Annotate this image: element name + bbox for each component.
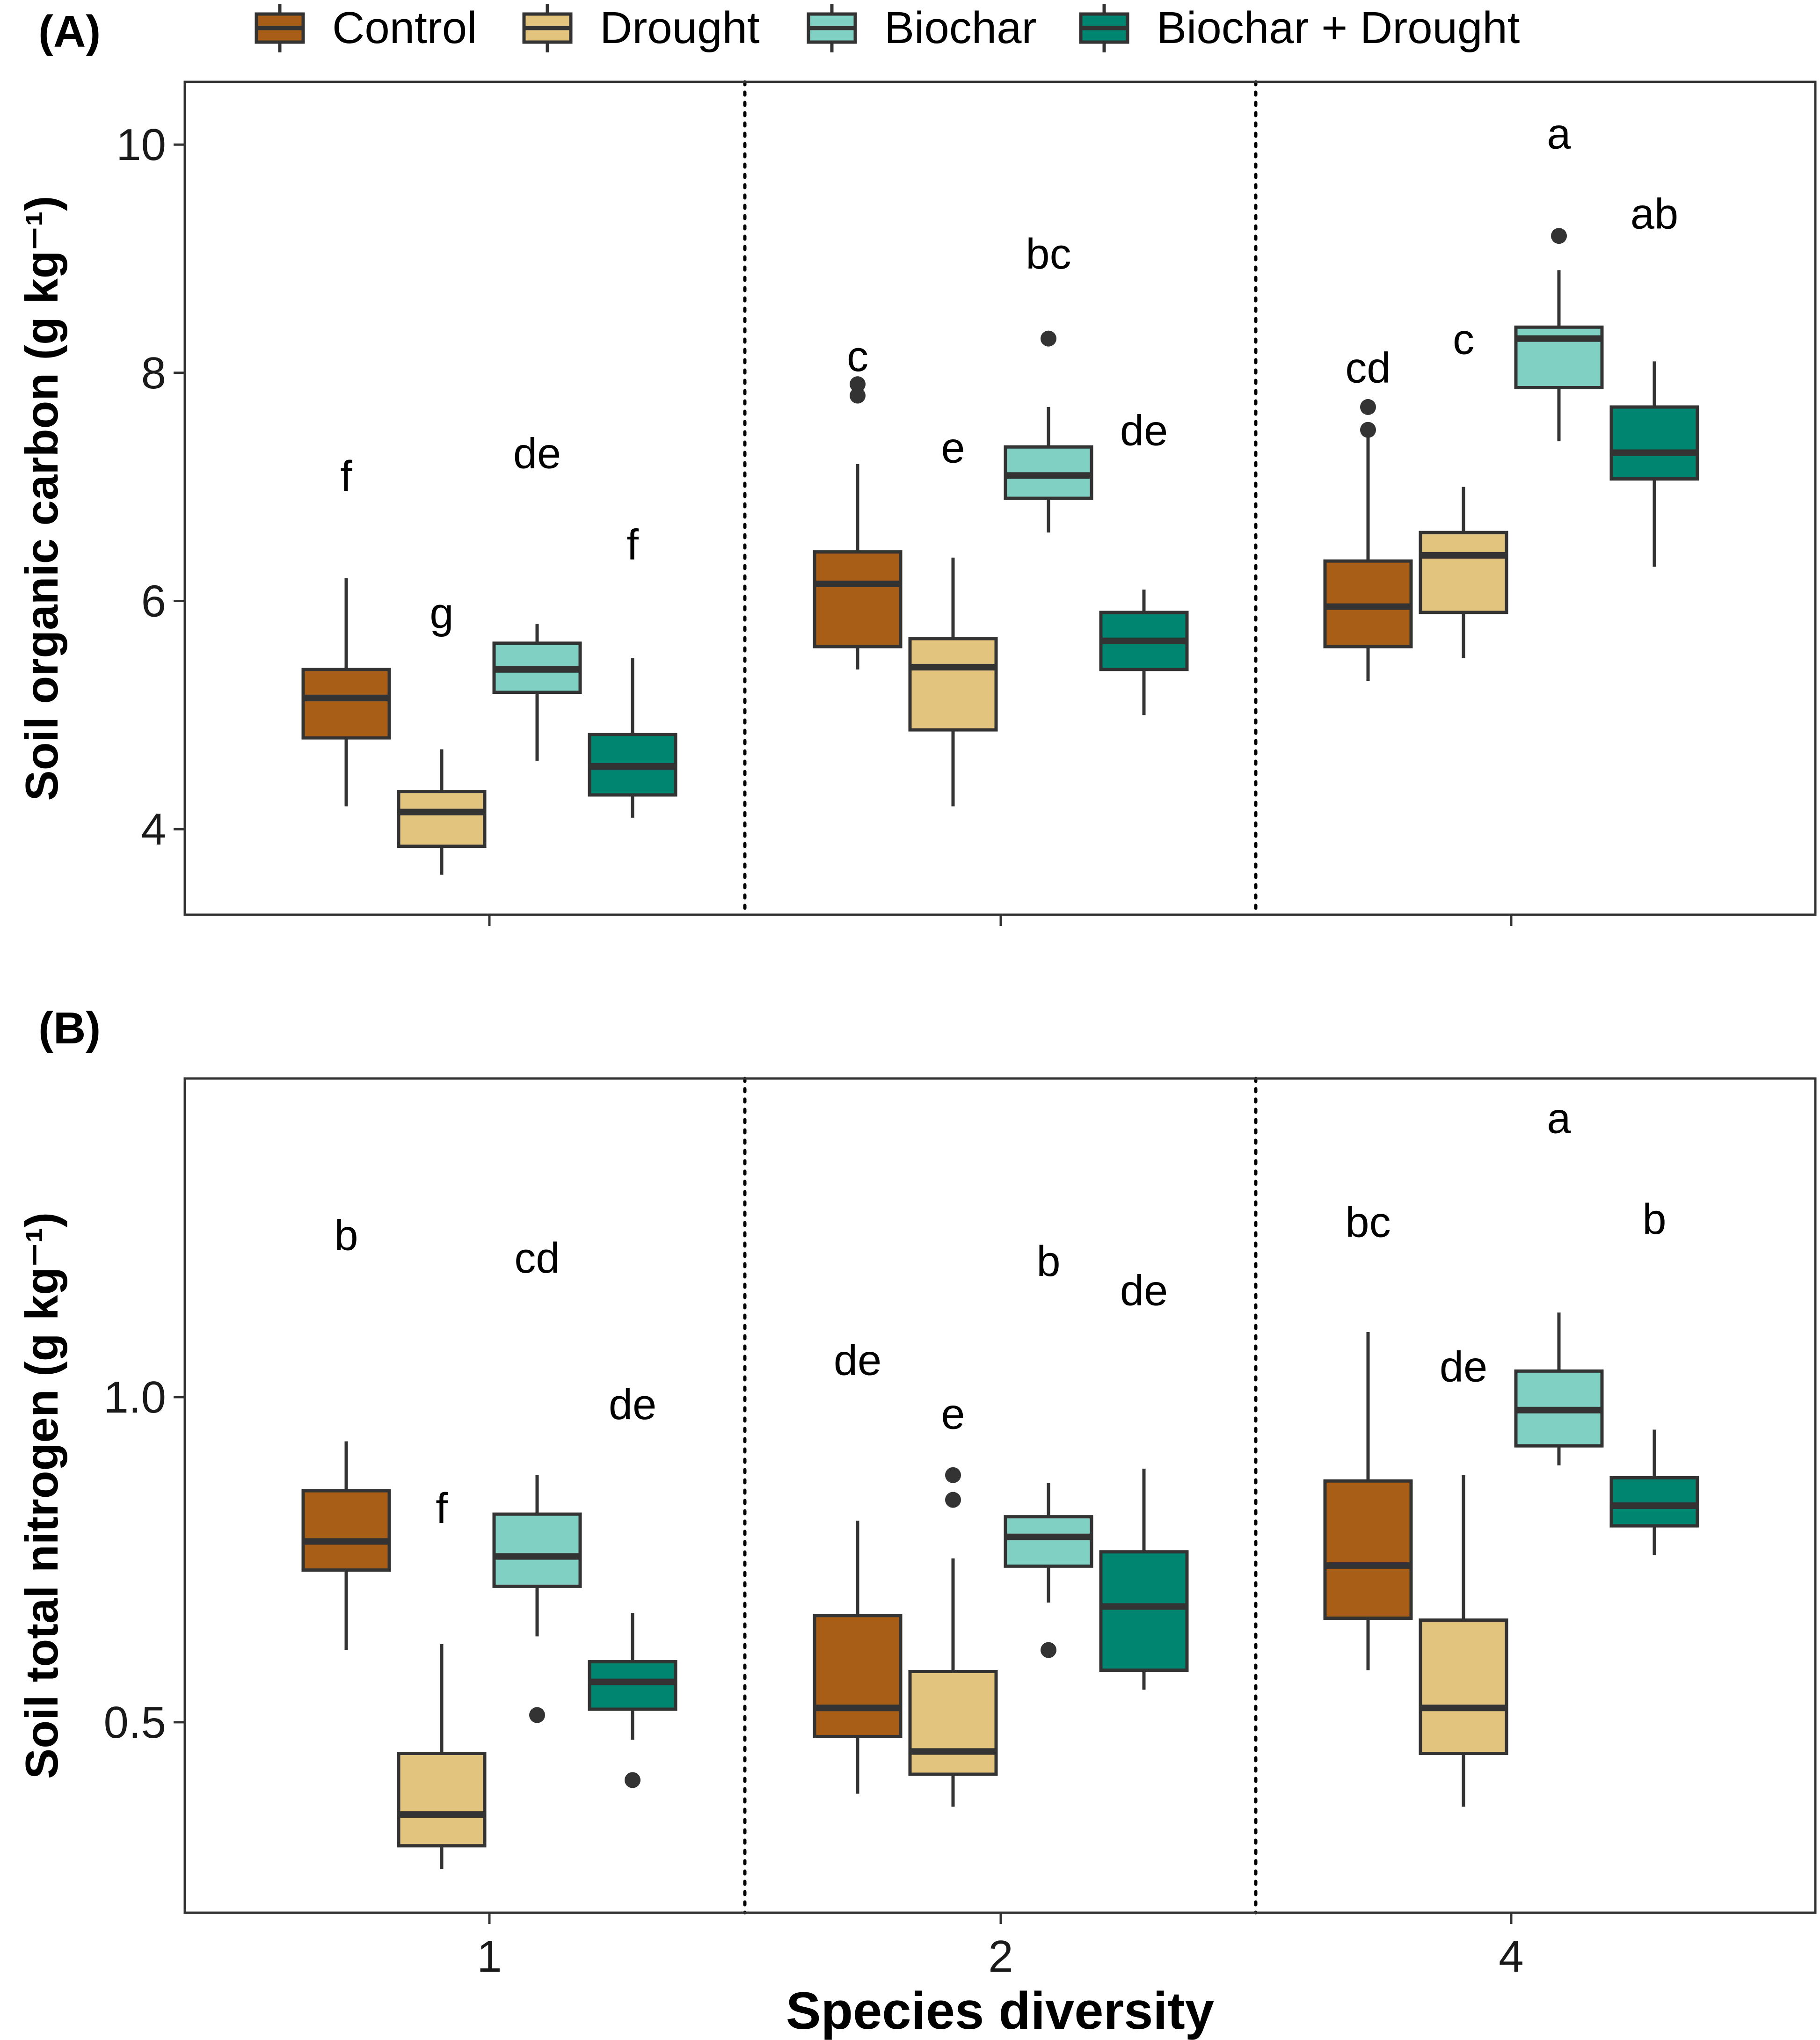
box-body	[301, 668, 391, 740]
legend-label-1: Drought	[600, 3, 760, 53]
box-body	[492, 1512, 582, 1588]
box-body	[1419, 531, 1508, 614]
box-body	[1099, 1550, 1189, 1672]
legend-label-2: Biochar	[884, 3, 1037, 53]
box-body	[397, 790, 487, 848]
outlier-point	[1041, 330, 1056, 347]
significance-letter: b	[1036, 1238, 1060, 1285]
panel-soil-total-nitrogen: b de bc f e de cd b a de de b 0.5 1.0 1 2 4 (B) Soil total…	[16, 1003, 1817, 2040]
box-drought-1	[397, 749, 487, 875]
significance-letter: b	[334, 1212, 358, 1260]
significance-letter: de	[513, 430, 561, 477]
legend: Control Drought Biochar Biochar + Drought	[255, 3, 1520, 53]
y-tick-label: 10	[116, 120, 166, 170]
box-biochar-drought-4	[1609, 361, 1699, 567]
y-tick-label: 0.5	[104, 1698, 166, 1748]
significance-letter: de	[609, 1381, 656, 1428]
significance-letter: cd	[1345, 344, 1390, 392]
box-biochar-drought-4	[1609, 1429, 1699, 1555]
significance-letter: c	[1453, 316, 1474, 364]
significance-letter: g	[430, 590, 453, 637]
box-body	[813, 550, 903, 648]
y-axis-label: Soil organic carbon (g kg⁻¹)	[16, 196, 67, 801]
significance-letter: bc	[1345, 1199, 1390, 1246]
box-biochar-2	[1004, 330, 1093, 533]
outlier-point	[1360, 422, 1376, 438]
outlier-point	[850, 376, 866, 393]
x-tick-label: 4	[1499, 1931, 1523, 1982]
y-tick-label: 4	[141, 804, 166, 854]
y-axis-label: Soil total nitrogen (g kg⁻¹)	[16, 1212, 67, 1779]
significance-letter: e	[941, 1391, 965, 1438]
box-drought-4	[1419, 487, 1508, 658]
x-tick-label: 2	[988, 1931, 1013, 1982]
significance-letter: f	[340, 452, 352, 500]
legend-label-3: Biochar + Drought	[1157, 3, 1520, 53]
box-biochar-2	[1004, 1483, 1093, 1658]
outlier-point	[1551, 228, 1567, 244]
x-tick-label: 1	[477, 1931, 502, 1982]
outlier-point	[625, 1772, 641, 1788]
significance-letter: c	[847, 333, 868, 380]
box-control-4	[1323, 399, 1413, 681]
outlier-point	[850, 387, 866, 404]
box-body	[908, 637, 998, 732]
box-control-1	[301, 578, 391, 807]
y-tick-label: 1.0	[104, 1372, 166, 1422]
significance-letter: f	[626, 521, 639, 569]
legend-label-0: Control	[332, 3, 477, 53]
box-biochar-1	[492, 1475, 582, 1723]
box-body	[1609, 405, 1699, 481]
box-control-1	[301, 1441, 391, 1650]
box-drought-2	[908, 1467, 998, 1807]
plot-area	[185, 82, 1815, 915]
box-body	[1323, 1479, 1413, 1620]
significance-letter: de	[1440, 1343, 1487, 1391]
outlier-point	[1041, 1642, 1056, 1658]
box-biochar-4	[1514, 1312, 1604, 1465]
outlier-point	[945, 1467, 961, 1483]
significance-letter: a	[1547, 1094, 1571, 1142]
significance-letter: de	[834, 1336, 881, 1384]
box-body	[813, 1614, 903, 1738]
box-body	[1004, 1515, 1093, 1568]
box-biochar-4	[1514, 228, 1604, 442]
panel-soil-organic-carbon: f c cd g e c de bc a f de ab 4 6 8 10 (A) Soil organic ca…	[16, 7, 1817, 926]
significance-letter: de	[1120, 407, 1168, 455]
box-body	[397, 1752, 487, 1848]
outlier-point	[529, 1707, 545, 1723]
significance-letter: ab	[1631, 190, 1678, 238]
box-body	[588, 1660, 677, 1711]
significance-letter: b	[1642, 1195, 1666, 1243]
significance-letter: de	[1120, 1267, 1168, 1315]
box-biochar-1	[492, 624, 582, 761]
box-drought-1	[397, 1644, 487, 1869]
significance-letter: e	[941, 424, 965, 472]
outlier-point	[1360, 399, 1376, 415]
box-biochar-drought-1	[588, 1613, 677, 1788]
box-body	[1609, 1476, 1699, 1528]
box-biochar-drought-2	[1099, 590, 1189, 715]
y-tick-label: 6	[141, 576, 166, 626]
box-drought-4	[1419, 1475, 1508, 1807]
box-biochar-drought-2	[1099, 1468, 1189, 1690]
x-axis-label: Species diversity	[786, 1982, 1214, 2040]
box-control-2	[813, 1521, 903, 1794]
significance-letter: f	[436, 1485, 448, 1532]
y-tick-label: 8	[141, 348, 166, 398]
outlier-point	[945, 1492, 961, 1508]
significance-letter: bc	[1026, 230, 1071, 278]
significance-letter: cd	[514, 1234, 560, 1282]
box-drought-2	[908, 557, 998, 807]
box-biochar-drought-1	[588, 658, 677, 818]
box-body	[301, 1489, 391, 1572]
significance-letter: a	[1547, 110, 1571, 158]
box-body	[1419, 1618, 1508, 1756]
box-control-2	[813, 376, 903, 670]
panel-label: (B)	[38, 1003, 101, 1053]
box-control-4	[1323, 1332, 1413, 1670]
panel-label: (A)	[38, 7, 101, 57]
box-body	[908, 1669, 998, 1776]
